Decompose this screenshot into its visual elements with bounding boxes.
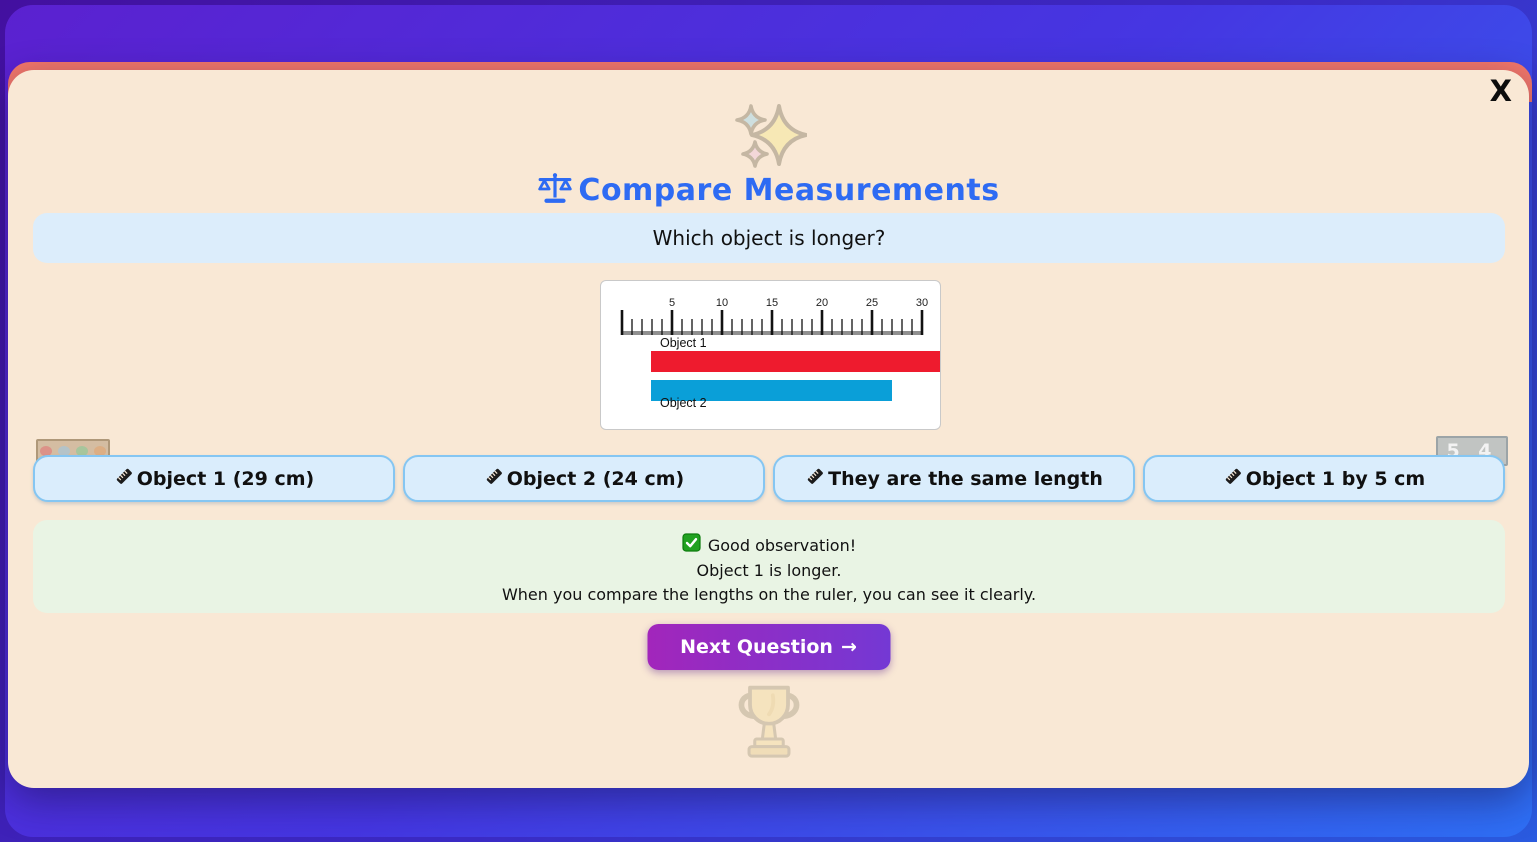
feedback-box: Good observation! Object 1 is longer. Wh… (33, 520, 1505, 613)
answer-label: Object 1 by 5 cm (1245, 467, 1426, 490)
trophy-icon (731, 680, 807, 764)
svg-text:15: 15 (766, 297, 778, 309)
answer-label: Object 2 (24 cm) (506, 467, 685, 490)
answer-options: Object 1 (29 cm) Object 2 (24 cm) They a… (33, 455, 1505, 502)
answer-object1-button[interactable]: Object 1 (29 cm) (33, 455, 395, 502)
check-icon (682, 533, 701, 559)
measurement-chart-svg: 5 10 15 20 25 30 Object 1 Object 2 (620, 297, 942, 410)
page-title: Compare Measurements (8, 172, 1529, 208)
feedback-explanation: When you compare the lengths on the rule… (501, 585, 1037, 604)
svg-text:10: 10 (716, 297, 728, 309)
question-bar: Which object is longer? (33, 213, 1505, 263)
ruler-icon (114, 466, 134, 491)
gem-orange-icon (94, 445, 106, 456)
close-button[interactable]: X (1489, 74, 1512, 108)
compare-measurements-modal: X Compare Measurements Which object is l… (8, 70, 1529, 788)
feedback-result: Object 1 is longer. (696, 561, 842, 580)
answer-object2-button[interactable]: Object 2 (24 cm) (403, 455, 765, 502)
page-title-text: Compare Measurements (578, 172, 1000, 208)
next-question-button[interactable]: Next Question → (647, 624, 890, 670)
svg-text:20: 20 (816, 297, 828, 309)
question-text: Which object is longer? (652, 226, 886, 250)
gem-green-icon (76, 445, 88, 456)
balance-scale-icon (537, 172, 573, 208)
measurement-chart: 5 10 15 20 25 30 Object 1 Object 2 (600, 280, 942, 430)
ruler-icon (1223, 466, 1243, 491)
gem-blue-icon (58, 445, 70, 456)
answer-label: They are the same length (828, 467, 1103, 490)
ruler-icon (805, 466, 825, 491)
svg-text:30: 30 (916, 297, 928, 309)
svg-text:5: 5 (669, 297, 675, 309)
sparkles-icon (731, 100, 808, 176)
next-question-label: Next Question (680, 636, 833, 658)
svg-text:25: 25 (866, 297, 878, 309)
svg-text:Object 1: Object 1 (660, 336, 707, 350)
feedback-headline: Good observation! (707, 536, 857, 555)
svg-text:Object 2: Object 2 (660, 396, 707, 410)
arrow-right-icon: → (840, 636, 857, 658)
answer-label: Object 1 (29 cm) (136, 467, 315, 490)
answer-same-length-button[interactable]: They are the same length (773, 455, 1135, 502)
gem-red-icon (40, 445, 52, 456)
ruler-icon (484, 466, 504, 491)
answer-object1-by-5cm-button[interactable]: Object 1 by 5 cm (1143, 455, 1505, 502)
